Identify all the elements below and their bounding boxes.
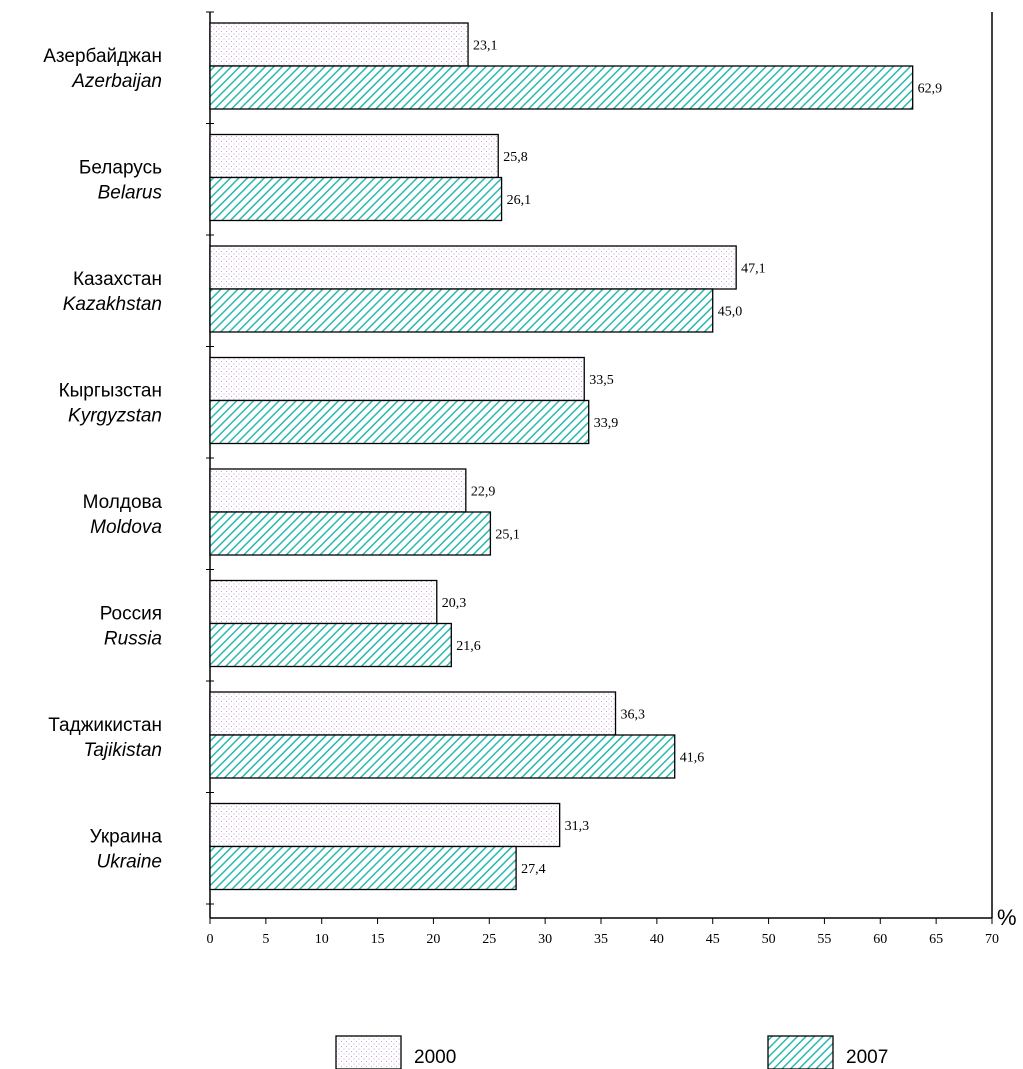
x-tick-label: 25 [482, 932, 496, 947]
bar-2000 [209, 245, 737, 290]
data-label: 33,9 [594, 416, 619, 431]
category-label: Азербайджан [43, 46, 162, 67]
x-tick-label: 65 [929, 932, 943, 947]
bar-2000 [209, 691, 617, 736]
data-label: 45,0 [718, 305, 743, 320]
bar-2007 [209, 734, 676, 779]
x-axis-unit-label: % [997, 905, 1017, 930]
bar-2000 [209, 468, 467, 513]
data-label: 36,3 [621, 708, 646, 723]
x-tick-label: 5 [262, 932, 269, 947]
x-tick-label: 55 [817, 932, 831, 947]
category-label-english: Kyrgyzstan [68, 405, 162, 426]
legend: 2000 2007 [335, 1035, 888, 1069]
data-label: 33,5 [589, 373, 614, 388]
data-label: 20,3 [442, 596, 467, 611]
bar-2007 [209, 65, 914, 110]
x-tick-label: 60 [873, 932, 887, 947]
bar-2007 [209, 288, 714, 333]
data-label: 23,1 [473, 39, 498, 54]
data-label: 62,9 [918, 82, 943, 97]
x-tick-label: 35 [594, 932, 608, 947]
plot-area: 0 5 10 15 20 25 30 35 40 45 50 55 60 65 70% Азербайджан… [43, 11, 1017, 947]
x-tick-label: 30 [538, 932, 552, 947]
legend-swatch-2000 [335, 1035, 402, 1069]
x-tick-label: 0 [207, 932, 214, 947]
category-label: Россия [100, 603, 162, 624]
bar-2007 [209, 176, 503, 222]
category-label-english: Azerbaijan [71, 71, 162, 92]
data-label: 22,9 [471, 485, 496, 500]
data-label: 25,1 [495, 528, 519, 543]
category-label-english: Tajikistan [83, 740, 162, 761]
bar-2000 [209, 356, 585, 402]
data-label: 21,6 [456, 639, 481, 654]
x-tick-label: 70 [985, 932, 999, 947]
data-label: 27,4 [521, 862, 546, 877]
bar-2007 [209, 845, 517, 891]
bar-2000 [209, 133, 499, 179]
category-label: Молдова [83, 492, 163, 513]
legend-swatch-2007 [767, 1035, 834, 1069]
data-label: 25,8 [503, 150, 528, 165]
bar-2000 [209, 579, 438, 625]
category-label-english: Belarus [98, 182, 163, 203]
x-tick-label: 20 [426, 932, 440, 947]
x-tick-label: 15 [371, 932, 385, 947]
category-label-english: Kazakhstan [63, 294, 162, 315]
data-label: 31,3 [565, 819, 590, 834]
x-tick-label: 10 [315, 932, 329, 947]
bar-2000 [209, 802, 561, 848]
bar-2007 [209, 622, 452, 668]
category-label-english: Moldova [90, 517, 162, 538]
category-label-english: Ukraine [97, 851, 162, 872]
bar-2000 [209, 22, 469, 67]
x-tick-label: 40 [650, 932, 664, 947]
legend-label: 2007 [846, 1047, 888, 1068]
data-label: 26,1 [507, 193, 532, 208]
category-label: Украина [90, 826, 163, 847]
legend-label: 2000 [414, 1047, 456, 1068]
category-label: Таджикистан [48, 715, 162, 736]
bar-2007 [209, 511, 492, 556]
bar-2007 [209, 399, 590, 445]
category-label: Беларусь [79, 157, 162, 178]
x-tick-label: 50 [762, 932, 776, 947]
category-label: Казахстан [73, 269, 162, 290]
category-label: Кыргызстан [59, 380, 162, 401]
category-label-english: Russia [104, 628, 162, 649]
data-label: 47,1 [741, 262, 766, 277]
data-label: 41,6 [680, 751, 705, 766]
x-tick-label: 45 [706, 932, 720, 947]
